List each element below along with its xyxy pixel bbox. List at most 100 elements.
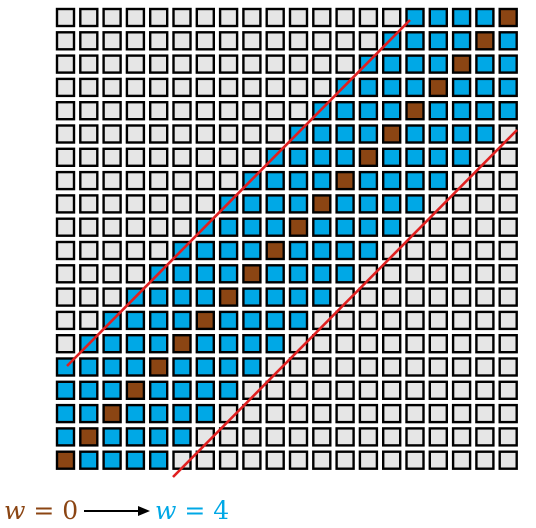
grid-cell-outside bbox=[358, 264, 379, 284]
grid-cell-outside bbox=[102, 287, 122, 307]
grid-cell-band bbox=[265, 287, 285, 307]
grid-cell-outside bbox=[102, 194, 122, 214]
grid-cell-band bbox=[195, 380, 216, 400]
grid-cell-band bbox=[312, 287, 332, 307]
grid-cell-band bbox=[358, 54, 379, 74]
grid-cell-outside bbox=[451, 217, 472, 237]
grid-cell-outside bbox=[148, 54, 169, 74]
grid-cell-diagonal bbox=[55, 450, 76, 470]
grid-cell-diagonal bbox=[195, 310, 216, 331]
grid-cell-outside bbox=[312, 427, 332, 447]
grid-cell-outside bbox=[102, 170, 122, 191]
grid-cell-band bbox=[125, 357, 146, 377]
grid-cell-outside bbox=[358, 310, 379, 331]
grid-cell-outside bbox=[125, 170, 146, 191]
grid-cell-diagonal bbox=[148, 357, 169, 377]
grid-cell-band bbox=[218, 380, 239, 400]
grid-cell-outside bbox=[125, 264, 146, 284]
grid-cell-outside bbox=[451, 310, 472, 331]
grid-cell-outside bbox=[218, 170, 239, 191]
grid-cell-outside bbox=[102, 7, 122, 28]
grid-cell-band bbox=[218, 334, 239, 354]
grid-cell-outside bbox=[288, 427, 309, 447]
grid-cell-outside bbox=[451, 403, 472, 424]
grid-cell-band bbox=[288, 287, 309, 307]
grid-cell-outside bbox=[405, 427, 425, 447]
grid-cell-outside bbox=[172, 31, 192, 51]
grid-cell-outside bbox=[55, 240, 76, 261]
grid-cell-outside bbox=[195, 450, 216, 470]
grid-cell-outside bbox=[218, 54, 239, 74]
grid-cell-outside bbox=[405, 403, 425, 424]
grid-cell-outside bbox=[288, 7, 309, 28]
grid-cell-band bbox=[195, 334, 216, 354]
grid-cell-outside bbox=[312, 77, 332, 98]
grid-cell-outside bbox=[498, 357, 518, 377]
lower-band-boundary-line bbox=[172, 129, 518, 478]
grid-cell-outside bbox=[195, 124, 216, 144]
grid-cell-outside bbox=[148, 194, 169, 214]
grid-cell-outside bbox=[312, 54, 332, 74]
grid-cell-outside bbox=[358, 380, 379, 400]
grid-cell-outside bbox=[55, 217, 76, 237]
grid-cell-band bbox=[382, 100, 402, 121]
grid-cell-outside bbox=[475, 334, 495, 354]
grid-cell-outside bbox=[405, 264, 425, 284]
grid-cell-outside bbox=[242, 124, 262, 144]
grid-cell-band bbox=[242, 334, 262, 354]
grid-cell-outside bbox=[148, 100, 169, 121]
grid-cell-outside bbox=[428, 427, 448, 447]
grid-cell-outside bbox=[265, 7, 285, 28]
grid-cell-outside bbox=[125, 124, 146, 144]
grid-cell-outside bbox=[498, 310, 518, 331]
grid-cell-outside bbox=[79, 194, 99, 214]
grid-cell-outside bbox=[102, 54, 122, 74]
grid-cell-band bbox=[195, 287, 216, 307]
grid-cell-band bbox=[195, 403, 216, 424]
grid-cell-outside bbox=[498, 380, 518, 400]
grid-cell-band bbox=[335, 264, 355, 284]
grid-cell-band bbox=[288, 264, 309, 284]
grid-cell-band bbox=[102, 450, 122, 470]
grid-cell-band bbox=[125, 334, 146, 354]
grid-cell-outside bbox=[498, 427, 518, 447]
grid-cell-outside bbox=[55, 170, 76, 191]
grid-cell-band bbox=[428, 100, 448, 121]
grid-cell-band bbox=[265, 170, 285, 191]
grid-cell-outside bbox=[148, 240, 169, 261]
grid-cell-band bbox=[148, 334, 169, 354]
grid-cell-outside bbox=[55, 7, 76, 28]
grid-cell-outside bbox=[242, 7, 262, 28]
grid-cell-band bbox=[288, 147, 309, 168]
grid-cell-diagonal bbox=[382, 124, 402, 144]
upper-band-boundary-line bbox=[66, 19, 411, 367]
grid-cell-outside bbox=[242, 450, 262, 470]
grid-cell-band bbox=[312, 124, 332, 144]
grid-cell-outside bbox=[125, 7, 146, 28]
grid-cell-band bbox=[148, 427, 169, 447]
grid-cell-band bbox=[102, 334, 122, 354]
grid-cell-band bbox=[405, 54, 425, 74]
grid-cell-outside bbox=[475, 380, 495, 400]
grid-cell-outside bbox=[218, 31, 239, 51]
grid-cell-band bbox=[498, 77, 518, 98]
grid-cell-diagonal bbox=[79, 427, 99, 447]
grid-cell-outside bbox=[79, 264, 99, 284]
grid-cell-band bbox=[382, 147, 402, 168]
grid-cell-outside bbox=[55, 77, 76, 98]
grid-cell-outside bbox=[102, 100, 122, 121]
grid-cell-outside bbox=[405, 357, 425, 377]
grid-cell-outside bbox=[242, 54, 262, 74]
grid-cell-diagonal bbox=[288, 217, 309, 237]
caption-end-value: 4 bbox=[213, 496, 230, 525]
grid-cell-outside bbox=[475, 357, 495, 377]
grid-cell-band bbox=[335, 147, 355, 168]
grid-cell-outside bbox=[218, 147, 239, 168]
grid-cell-outside bbox=[79, 31, 99, 51]
grid-cell-outside bbox=[428, 264, 448, 284]
grid-cell-outside bbox=[312, 380, 332, 400]
grid-cell-outside bbox=[55, 100, 76, 121]
grid-cell-band bbox=[475, 54, 495, 74]
grid-cell-outside bbox=[79, 287, 99, 307]
grid-cell-band bbox=[172, 287, 192, 307]
